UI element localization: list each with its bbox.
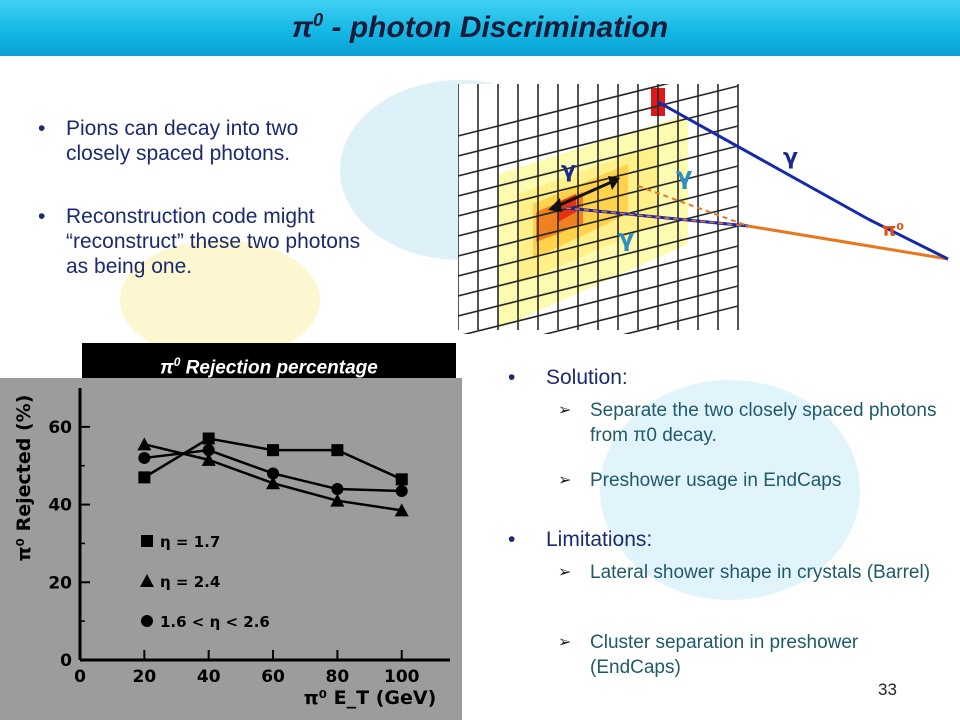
grid-line [458, 125, 739, 197]
x-tick-label: 0 [74, 667, 86, 687]
x-tick-label: 40 [197, 667, 221, 687]
grid-line [458, 84, 670, 137]
data-point [330, 493, 345, 507]
gamma-label: γ [561, 158, 576, 183]
y-axis-label: π⁰ Rejected (%) [13, 395, 35, 562]
x-tick-label: 80 [326, 667, 350, 687]
data-point [395, 473, 408, 486]
separation-arrow [552, 178, 617, 210]
arrow-bullet-icon: ➢ [558, 472, 572, 489]
grid-line [542, 285, 739, 334]
title-bar [0, 0, 960, 56]
data-point [201, 452, 216, 466]
solution-item: ➢ Separate the two closely spaced photons… [558, 400, 937, 446]
arrow-bullet-icon: ➢ [558, 402, 572, 419]
arrow-bullet-icon: ➢ [558, 634, 572, 651]
photon-track-line [867, 217, 949, 261]
grid-line [458, 185, 739, 257]
pi0-label: π⁰ [882, 220, 904, 241]
gamma-label: γ [783, 145, 798, 170]
data-point [395, 484, 408, 497]
data-point [137, 437, 152, 451]
y-tick-label: 40 [48, 496, 72, 516]
x-tick-label: 100 [384, 667, 420, 687]
chart-background [0, 378, 462, 720]
grid-line [458, 225, 739, 297]
data-point [266, 476, 281, 490]
grid-line [462, 265, 739, 334]
projection-line [565, 207, 749, 227]
data-point [267, 444, 280, 457]
bullet-item: Reconstruction code might “reconstruct” … [28, 204, 368, 279]
gamma-label: γ [676, 162, 692, 190]
pion-decay-diagram: γ γ γ γ π⁰ [458, 84, 949, 334]
limitations-item: ➢ Cluster separation in preshower (EndCap… [558, 632, 859, 678]
solution-item: ➢ Preshower usage in EndCaps [558, 470, 842, 491]
page-number: 33 [878, 680, 897, 699]
slide-title: π0 - photon Discrimination [291, 10, 669, 44]
y-tick-label: 0 [60, 651, 72, 671]
data-point [267, 467, 280, 480]
photon-track-line [657, 100, 869, 221]
legend-label: 1.6 < η < 2.6 [160, 613, 270, 631]
gamma-label: γ [618, 224, 634, 252]
legend-marker [140, 574, 154, 587]
x-tick-label: 60 [261, 667, 285, 687]
limitations-item: ➢ Lateral shower shape in crystals (Barre… [558, 562, 931, 583]
y-tick-label: 20 [48, 573, 72, 593]
limitations-heading: Limitations: [508, 528, 652, 552]
data-point [138, 451, 151, 464]
background-decoration [600, 380, 860, 600]
chart-title: π0 Rejection percentage [82, 343, 456, 381]
grid-line [458, 245, 739, 317]
data-point [138, 471, 151, 484]
legend-marker [141, 535, 153, 547]
grid-line [458, 205, 739, 277]
x-tick-label: 20 [133, 667, 157, 687]
intro-bullets: Pions can decay into two closely spaced … [28, 116, 368, 279]
data-point [331, 483, 344, 496]
legend-label: η = 2.4 [160, 573, 220, 591]
grid-line [622, 305, 739, 334]
grid-line [458, 85, 739, 157]
projection-line [637, 185, 749, 227]
data-point [202, 444, 215, 457]
calorimeter-grid [458, 84, 739, 334]
legend-label: η = 1.7 [160, 533, 220, 551]
data-point [331, 444, 344, 457]
y-tick-label: 60 [48, 418, 72, 438]
rejection-chart: 0 20 40 60 80 100 0 20 40 60 π⁰ E_T (GeV) π⁰ Reject… [0, 378, 462, 720]
pion-track-line [747, 224, 949, 261]
grid-line [458, 105, 739, 177]
chart-plot-area: 0 20 40 60 80 100 0 20 40 60 π⁰ E_T (GeV) π⁰ Reject… [13, 388, 450, 709]
x-axis-label: π⁰ E_T (GeV) [304, 687, 437, 709]
legend-marker [141, 615, 153, 627]
bullet-item: Pions can decay into two closely spaced … [28, 116, 368, 166]
grid-line [458, 165, 739, 237]
data-point [202, 432, 215, 445]
data-point [394, 503, 409, 517]
solution-heading: Solution: [508, 366, 628, 390]
arrow-bullet-icon: ➢ [558, 564, 572, 581]
grid-line [458, 145, 739, 217]
